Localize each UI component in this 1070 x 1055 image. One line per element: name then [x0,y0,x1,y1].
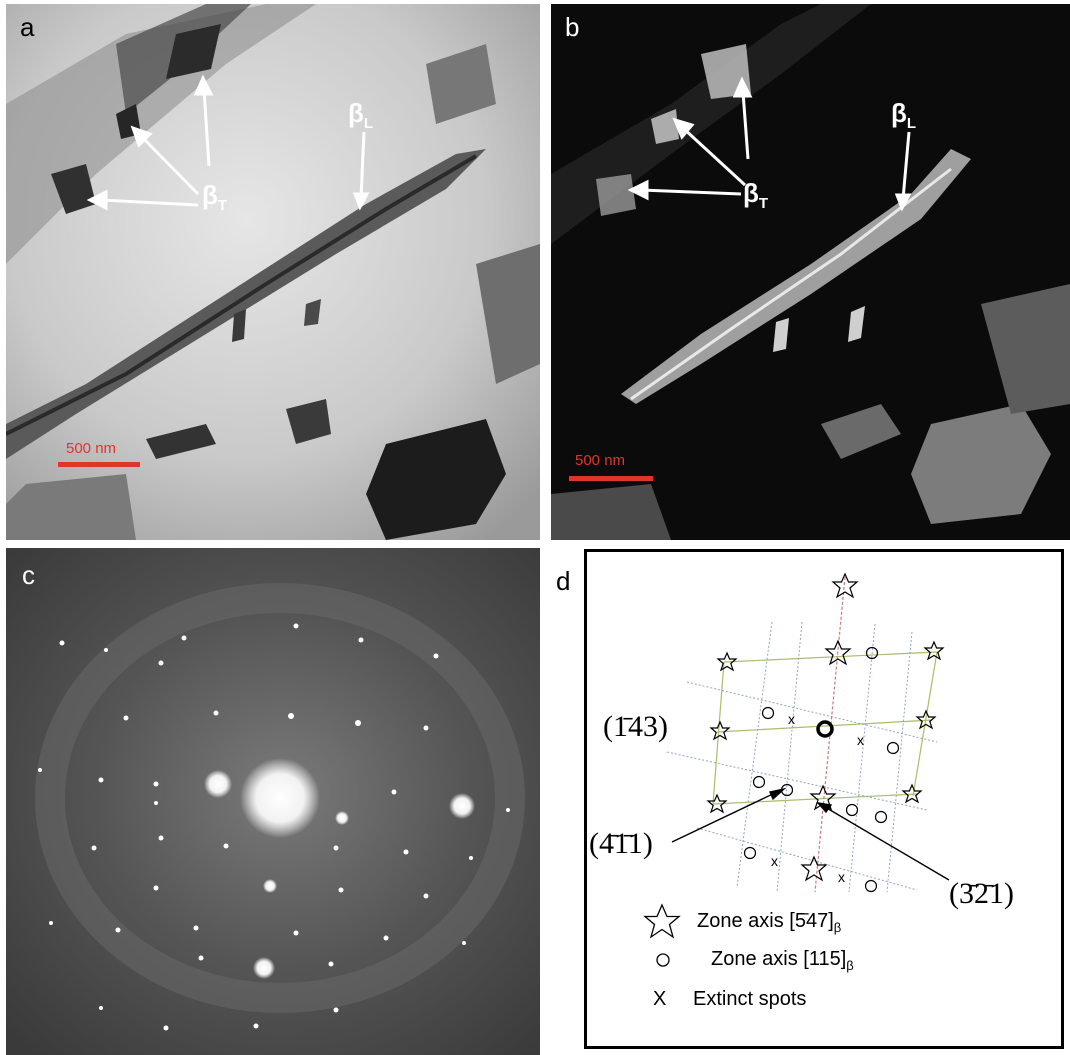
beta-l-symbol-b: β [891,98,907,128]
zone-axis-line [814,576,846,893]
beta-l-label: βL [348,98,373,132]
beta-t-arrows-b [627,76,912,212]
beta-t-label-b: βT [743,178,768,212]
legend-circle-sub: β [846,958,854,973]
plane-label-143: (1̄43) [603,710,668,743]
cross-icon: X [653,988,667,1010]
svg-text:x: x [771,853,778,869]
cross-markers: x x x x [771,711,864,885]
scale-bar-b [569,476,653,481]
grid-lines-green [712,651,938,805]
panel-c-diffraction: c [6,548,540,1055]
circle-markers [743,646,900,893]
beta-l-label-b: βL [891,98,916,132]
diffraction-spots [38,623,510,1031]
dark-field-micrograph [551,4,1070,540]
beta-t-symbol: β [202,180,218,210]
star-icon [643,903,681,939]
beta-t-subscript-b: T [758,195,769,213]
beta-l-subscript: L [363,115,374,133]
scale-bar-label-b: 500 nm [575,452,626,469]
panel-label-b: b [565,12,580,42]
svg-text:x: x [838,869,845,885]
beta-t-label: βT [202,180,227,214]
legend-star-sub: β [833,920,842,935]
star-markers [706,572,945,882]
plane-pointers [671,787,950,881]
legend-star-text: Zone axis [5̄47] [697,910,834,932]
svg-text:x: x [788,711,795,727]
legend-circle-text: Zone axis [115] [711,948,847,970]
panel-label-d: d [556,566,571,596]
transmitted-beam [816,720,834,738]
beta-t-subscript: T [217,197,228,215]
beta-l-subscript-b: L [906,115,917,133]
svg-text:x: x [857,732,864,748]
legend-cross-text: Extinct spots [693,988,807,1010]
scale-bar-label: 500 nm [66,440,117,457]
indexing-diagram: x x x x [666,572,950,893]
bright-field-micrograph [6,4,540,540]
diffraction-pattern-image [6,548,540,1055]
plane-label-411: (4̄1̄1) [589,827,653,860]
legend-star: Zone axis [5̄47]β [697,910,841,935]
legend-circle: Zone axis [115]β [711,948,854,973]
plane-label-321: (3̄2̄1) [949,877,1014,910]
panel-a-bright-field: a βT βL 500 nm [6,4,540,540]
beta-l-symbol: β [348,98,364,128]
panel-label-a: a [20,12,35,42]
beta-t-arrows [86,74,370,211]
panel-label-c: c [22,560,35,590]
scale-bar [58,462,140,467]
circle-icon [656,953,670,967]
panel-d-schematic: x x x x (1̄43) (4̄1̄1) (3̄2̄1) Zone axis… [584,549,1064,1049]
beta-t-symbol-b: β [743,178,759,208]
grid-lines-blue [666,621,938,893]
panel-b-dark-field: b βT βL 500 nm [551,4,1070,540]
